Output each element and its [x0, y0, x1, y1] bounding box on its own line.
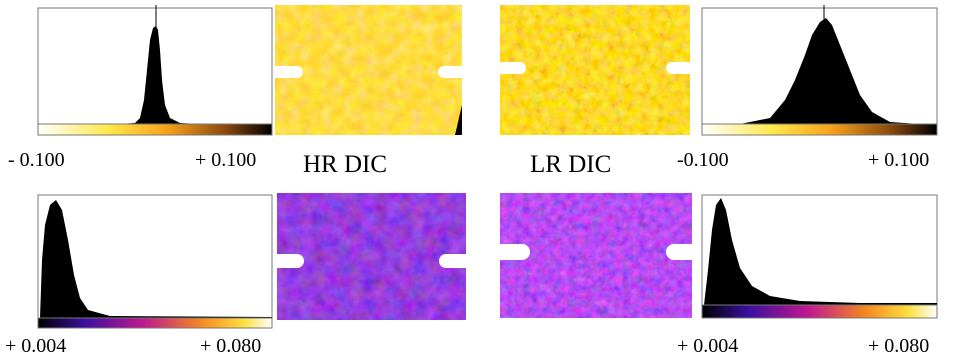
- caption: LR DIC: [530, 151, 611, 178]
- colorbar: [37, 123, 273, 136]
- hole: [275, 66, 462, 78]
- histogram-panel: [37, 194, 273, 329]
- hole: [500, 62, 690, 74]
- colorbar: [701, 123, 938, 136]
- scale-min: -0.100: [677, 149, 729, 171]
- hole: [277, 254, 466, 268]
- histogram: [740, 18, 920, 124]
- scale-min: + 0.004: [5, 335, 66, 357]
- histogram: [120, 26, 200, 124]
- histogram-panel: [37, 5, 273, 136]
- lr-image: [500, 193, 692, 318]
- lr-image: [500, 5, 690, 135]
- colorbar: [701, 304, 938, 319]
- scale-max: + 0.100: [195, 149, 256, 171]
- histogram: [704, 198, 937, 305]
- scale-min: - 0.100: [8, 149, 65, 171]
- hole: [500, 244, 692, 260]
- histogram: [40, 200, 272, 318]
- histogram-panel: [701, 5, 938, 136]
- hr-image: [275, 5, 462, 135]
- scale-max: + 0.100: [868, 149, 929, 171]
- scale-min: + 0.004: [677, 335, 738, 357]
- caption: HR DIC: [303, 151, 387, 178]
- scale-max: + 0.080: [200, 335, 261, 357]
- hr-image: [277, 193, 466, 320]
- edge: [455, 105, 462, 135]
- histogram-panel: [701, 194, 938, 319]
- scale-max: + 0.080: [868, 335, 929, 357]
- colorbar: [37, 317, 273, 329]
